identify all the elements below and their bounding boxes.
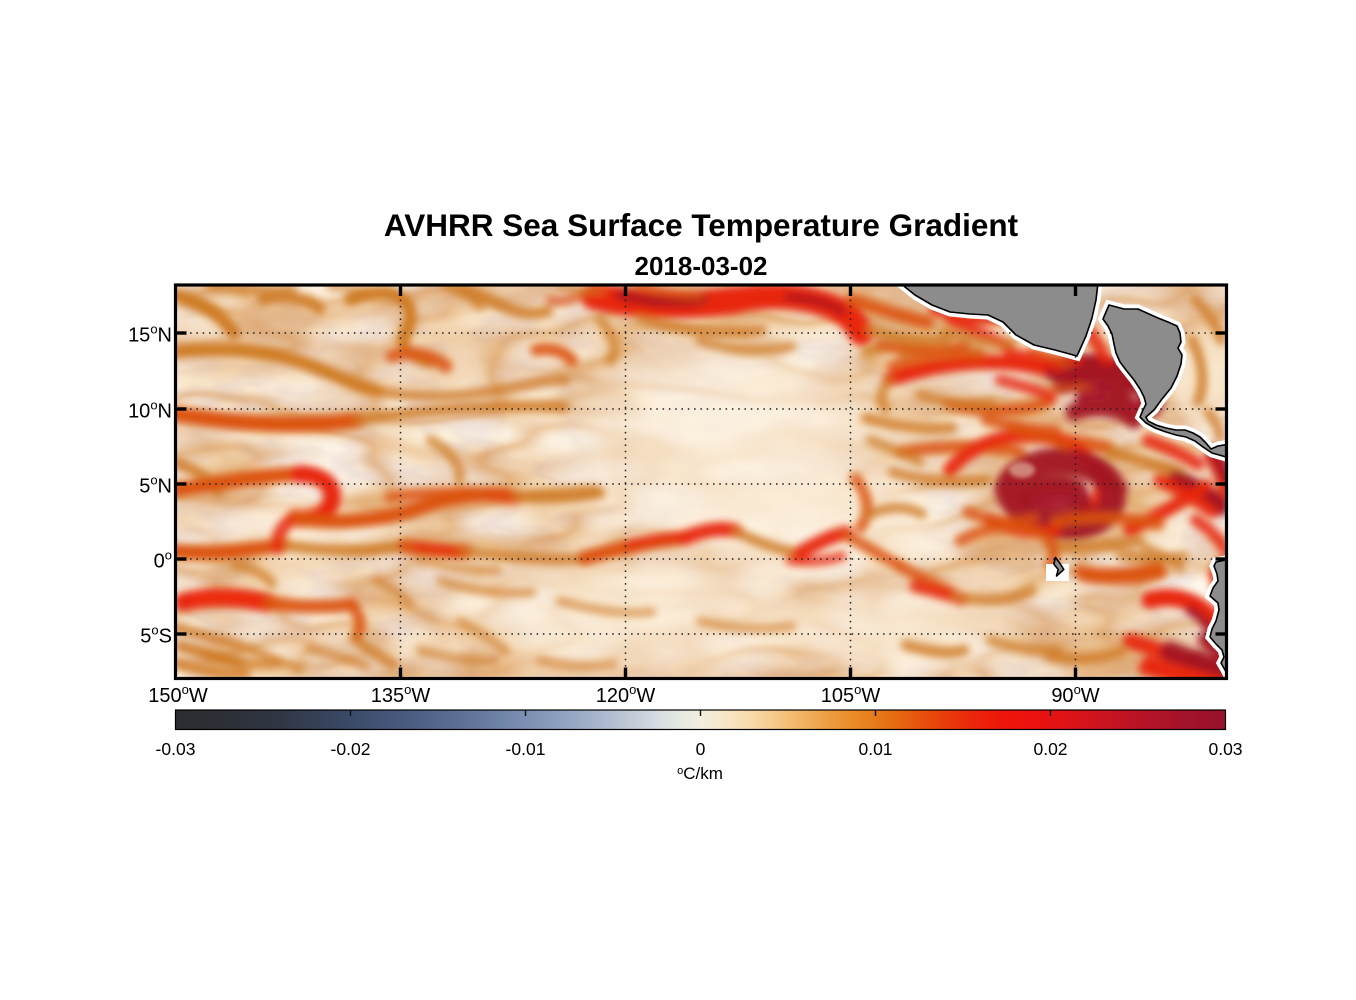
svg-text:5oS: 5oS xyxy=(140,623,172,648)
svg-text:150oW: 150oW xyxy=(148,682,208,707)
svg-text:oC/km: oC/km xyxy=(677,764,723,783)
svg-text:0.02: 0.02 xyxy=(1033,739,1067,759)
svg-text:2018-03-02: 2018-03-02 xyxy=(635,251,768,281)
svg-text:0.01: 0.01 xyxy=(858,739,892,759)
svg-text:120oW: 120oW xyxy=(596,682,656,707)
svg-text:0.03: 0.03 xyxy=(1208,739,1242,759)
svg-text:AVHRR Sea Surface Temperature: AVHRR Sea Surface Temperature Gradient xyxy=(384,207,1019,243)
svg-text:-0.03: -0.03 xyxy=(156,739,196,759)
svg-text:0o: 0o xyxy=(154,548,172,573)
svg-text:90oW: 90oW xyxy=(1051,682,1099,707)
svg-text:10oN: 10oN xyxy=(128,398,172,423)
svg-text:135oW: 135oW xyxy=(371,682,431,707)
svg-text:15oN: 15oN xyxy=(128,322,172,347)
svg-text:-0.02: -0.02 xyxy=(331,739,371,759)
svg-text:5oN: 5oN xyxy=(139,473,172,498)
svg-text:105oW: 105oW xyxy=(821,682,881,707)
svg-text:0: 0 xyxy=(696,739,706,759)
svg-text:-0.01: -0.01 xyxy=(506,739,546,759)
